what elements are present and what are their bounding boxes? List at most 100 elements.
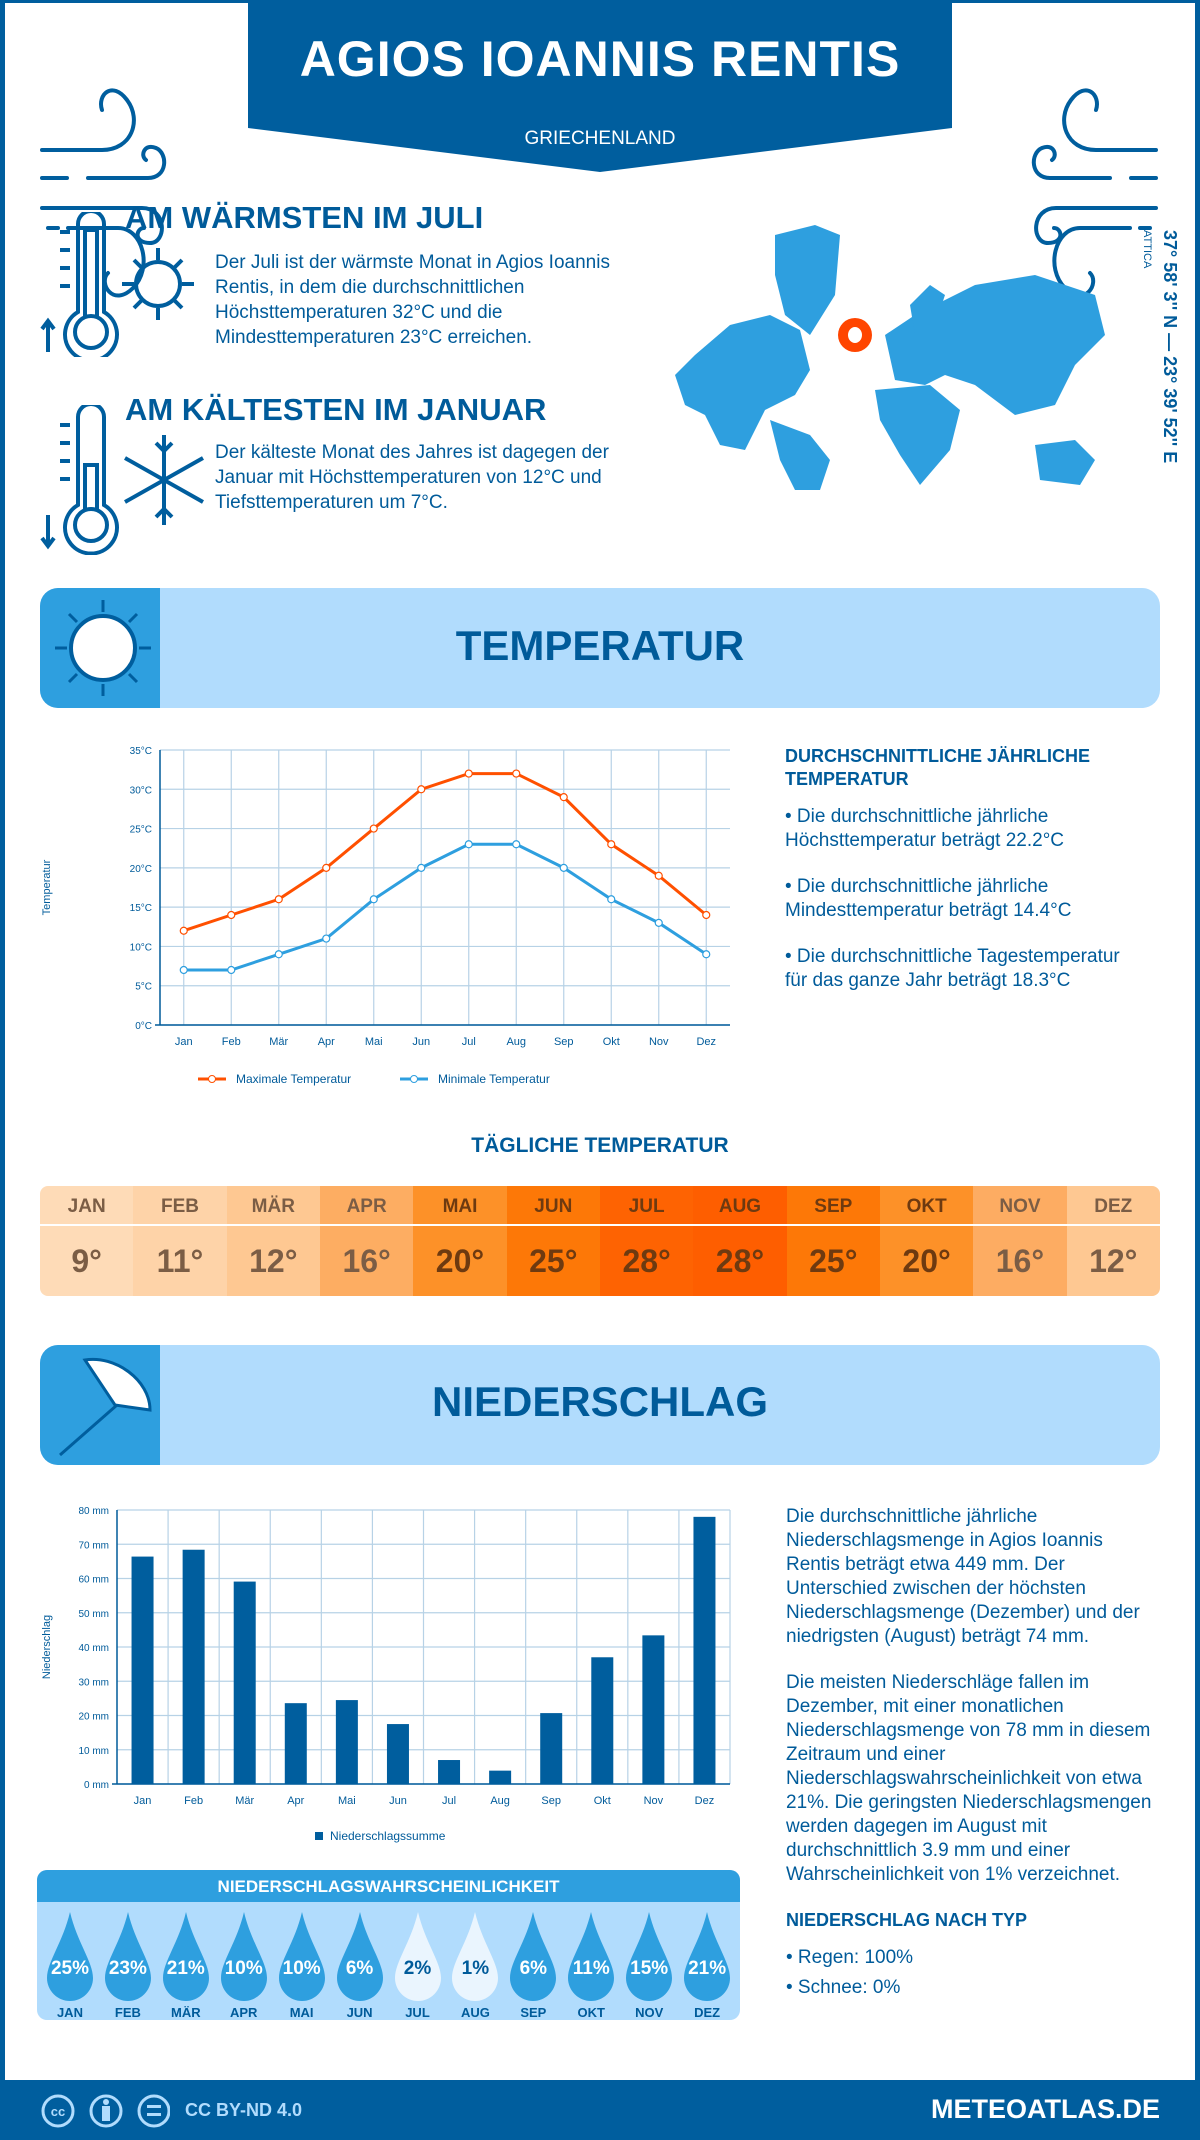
temperature-chart: 0°C 5°C 10°C 15°C 20°C 25°C 30°C 35°C Jan Feb Mär A… <box>41 746 730 1086</box>
svg-text:cc: cc <box>51 2104 65 2119</box>
raindrop-icon <box>568 1912 615 2001</box>
data-point <box>322 934 331 943</box>
header-banner <box>248 0 952 172</box>
data-point <box>227 910 236 920</box>
daily-value: 25° <box>809 1243 858 1279</box>
probability-value: 11% <box>572 1958 610 1979</box>
y-axis-label: Niederschlag <box>41 1615 53 1679</box>
daily-month: NOV <box>973 1186 1067 1226</box>
precipitation-bar <box>693 1516 716 1784</box>
y-tick-label: 50 mm <box>78 1609 109 1620</box>
probability-value: 15% <box>630 1958 669 1979</box>
daily-month: JUN <box>506 1186 600 1226</box>
y-tick-label: 10 mm <box>78 1746 109 1757</box>
x-tick-label: Mär <box>235 1795 254 1807</box>
probability-value: 21% <box>166 1958 205 1979</box>
probability-drop: 6% SEP <box>504 1902 562 2020</box>
cc-license-icons: cc <box>41 2094 170 2128</box>
y-tick-label: 20 mm <box>78 1712 109 1723</box>
y-tick-label: 25°C <box>130 825 152 836</box>
data-point <box>464 840 473 849</box>
precipitation-title: NIEDERSCHLAG <box>431 1378 769 1425</box>
coordinates-text: 37° 58' 3'' N — 23° 39' 52'' E <box>1160 230 1180 464</box>
temperature-title: TEMPERATUR <box>455 622 745 669</box>
x-tick-label: Mär <box>269 1036 288 1048</box>
data-point <box>227 965 236 975</box>
annual-bullet: • Die durchschnittliche jährliche Höchst… <box>785 806 1065 851</box>
legend-label: Maximale Temperatur <box>236 1072 351 1086</box>
probability-month: AUG <box>460 2005 490 2020</box>
daily-value: 28° <box>715 1243 765 1279</box>
y-tick-label: 0 mm <box>84 1780 109 1791</box>
x-tick-label: Nov <box>649 1036 669 1048</box>
daily-temperature-strip: JAN 9° FEB 11° MÄR 12° APR 16° MAI 20° JUN 25° JUL 28… <box>40 1186 1160 1296</box>
warm-heading: AM WÄRMSTEN IM JULI <box>125 200 484 235</box>
precipitation-probability-panel: NIEDERSCHLAGSWAHRSCHEINLICHKEIT 25% JAN 23… <box>37 1870 740 2020</box>
x-tick-label: Dez <box>695 1795 715 1807</box>
precipitation-bar <box>386 1724 409 1784</box>
brand-link[interactable]: METEOATLAS.DE <box>931 2094 1160 2124</box>
x-tick-label: Jul <box>442 1795 456 1807</box>
daily-value: 11° <box>156 1243 204 1279</box>
daily-value: 20° <box>902 1243 951 1279</box>
data-point <box>369 824 378 833</box>
precipitation-banner <box>40 1345 1160 1465</box>
probability-month: JUL <box>405 2005 430 2020</box>
data-point <box>559 863 568 872</box>
probability-drop: 25% JAN <box>41 1902 99 2020</box>
annual-temperature-info: DURCHSCHNITTLICHE JÄHRLICHE TEMPERATUR •… <box>785 745 1145 1015</box>
daily-value: 16° <box>995 1243 1045 1279</box>
x-tick-label: Jan <box>175 1036 193 1048</box>
series-line <box>183 772 708 933</box>
annual-bullet: • Die durchschnittliche jährliche Mindes… <box>785 876 1072 921</box>
daily-month: JAN <box>40 1186 134 1226</box>
data-point <box>512 769 521 778</box>
x-tick-label: Apr <box>318 1036 335 1048</box>
probability-month: JAN <box>56 2005 83 2020</box>
y-tick-label: 20°C <box>130 864 152 875</box>
cold-text: Der kälteste Monat des Jahres ist dagege… <box>215 442 609 513</box>
precipitation-probability-heading: NIEDERSCHLAGSWAHRSCHEINLICHKEIT <box>37 1870 740 1902</box>
precipitation-details: Die meisten Niederschläge fallen im Deze… <box>786 1672 1152 1885</box>
precipitation-type-snow: • Schnee: 0% <box>786 1977 901 1998</box>
umbrella-rain-icon <box>59 1357 152 1457</box>
legend-marker <box>410 1075 418 1083</box>
precipitation-bar <box>284 1703 307 1784</box>
probability-drop: 21% MÄR <box>157 1902 215 2020</box>
daily-month: JUL <box>599 1186 694 1226</box>
x-tick-label: Apr <box>287 1795 304 1807</box>
raindrop-icon <box>336 1912 383 2001</box>
x-tick-label: Mai <box>365 1036 383 1048</box>
raindrop-icon <box>104 1912 151 2001</box>
x-tick-label: Okt <box>603 1036 620 1048</box>
probability-month: DEZ <box>694 2005 721 2020</box>
probability-month: SEP <box>520 2005 547 2020</box>
daily-month: SEP <box>786 1186 880 1226</box>
y-tick-label: 30 mm <box>78 1677 109 1688</box>
x-tick-label: Jul <box>462 1036 476 1048</box>
annual-bullet: • Die durchschnittliche Tagestemperatur … <box>785 946 1120 991</box>
page-title: AGIOS IOANNIS RENTIS <box>299 31 901 87</box>
probability-drop: 11% OKT <box>562 1902 620 2020</box>
x-tick-label: Feb <box>222 1036 241 1048</box>
legend-swatch <box>315 1832 323 1840</box>
probability-month: MÄR <box>171 2005 201 2020</box>
probability-value: 6% <box>519 1958 548 1979</box>
probability-value: 2% <box>403 1958 432 1979</box>
precipitation-bar <box>591 1657 614 1784</box>
daily-value: 9° <box>71 1243 102 1279</box>
probability-value: 10% <box>224 1958 263 1979</box>
precipitation-bar <box>489 1770 512 1784</box>
precipitation-bar <box>182 1549 205 1784</box>
probability-value: 10% <box>282 1958 321 1979</box>
temperature-banner <box>40 588 1160 708</box>
precipitation-summary: Die durchschnittliche jährliche Niedersc… <box>786 1506 1140 1647</box>
daily-month: APR <box>319 1186 414 1226</box>
y-tick-label: 10°C <box>130 942 152 953</box>
precipitation-bar <box>233 1581 256 1784</box>
license-label: CC BY-ND 4.0 <box>185 2100 303 2120</box>
y-tick-label: 5°C <box>135 982 152 993</box>
world-map <box>675 225 1105 490</box>
daily-month: DEZ <box>1066 1186 1160 1226</box>
legend-label: Minimale Temperatur <box>438 1072 550 1086</box>
